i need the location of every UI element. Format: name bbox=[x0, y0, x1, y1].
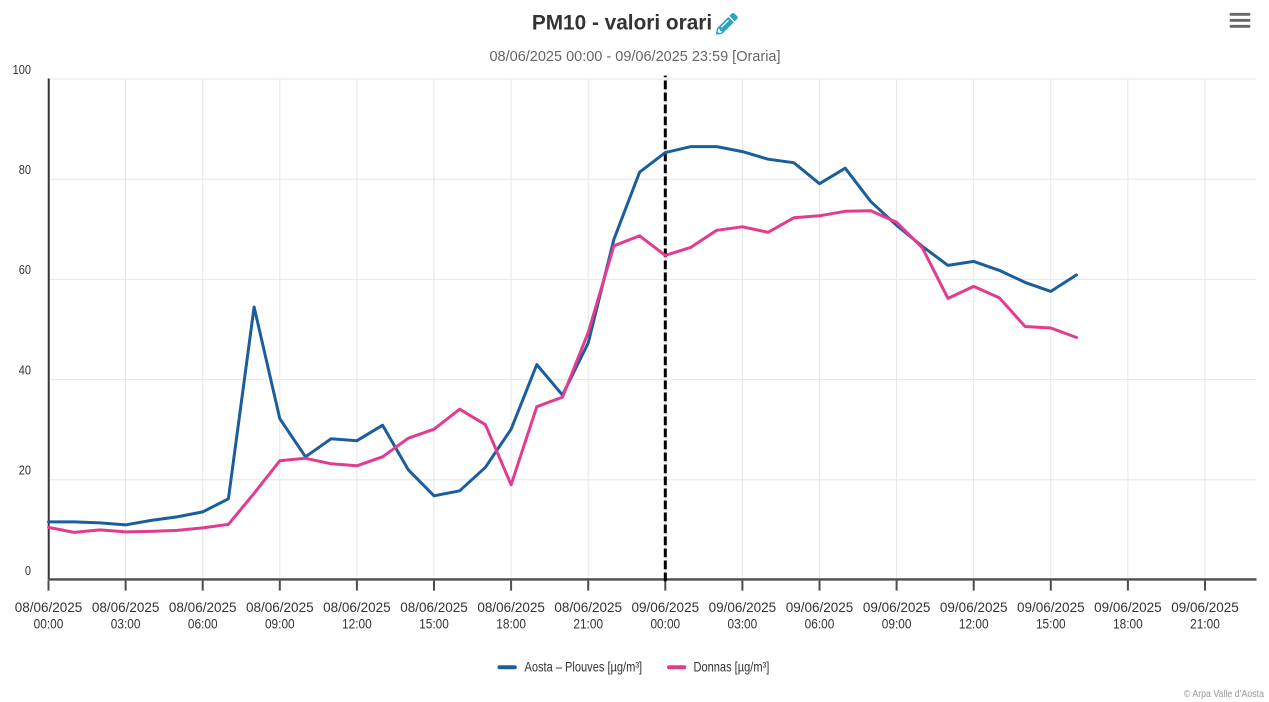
svg-text:00:00: 00:00 bbox=[650, 616, 680, 632]
svg-text:09/06/2025: 09/06/2025 bbox=[940, 600, 1008, 615]
svg-text:08/06/2025: 08/06/2025 bbox=[477, 600, 545, 615]
svg-text:09/06/2025: 09/06/2025 bbox=[863, 600, 931, 615]
svg-text:PM10 - valori orari: PM10 - valori orari bbox=[532, 12, 712, 35]
svg-text:08/06/2025: 08/06/2025 bbox=[554, 600, 622, 615]
svg-text:21:00: 21:00 bbox=[573, 616, 603, 632]
svg-text:40: 40 bbox=[19, 364, 32, 378]
svg-text:09/06/2025: 09/06/2025 bbox=[1017, 600, 1085, 615]
svg-text:Aosta – Plouves [µg/m³]: Aosta – Plouves [µg/m³] bbox=[525, 659, 643, 674]
svg-text:Donnas [µg/m³]: Donnas [µg/m³] bbox=[694, 659, 770, 674]
svg-text:03:00: 03:00 bbox=[111, 616, 141, 632]
svg-text:18:00: 18:00 bbox=[1113, 616, 1143, 632]
svg-text:60: 60 bbox=[19, 264, 32, 278]
svg-text:100: 100 bbox=[13, 63, 32, 77]
svg-text:21:00: 21:00 bbox=[1190, 616, 1220, 632]
svg-text:18:00: 18:00 bbox=[496, 616, 526, 632]
svg-text:80: 80 bbox=[19, 163, 32, 177]
svg-text:08/06/2025: 08/06/2025 bbox=[15, 600, 83, 615]
svg-text:09/06/2025: 09/06/2025 bbox=[1171, 600, 1239, 615]
svg-text:08/06/2025: 08/06/2025 bbox=[169, 600, 237, 615]
svg-text:09/06/2025: 09/06/2025 bbox=[786, 600, 854, 615]
svg-text:06:00: 06:00 bbox=[188, 616, 218, 632]
svg-text:08/06/2025: 08/06/2025 bbox=[323, 600, 391, 615]
svg-text:15:00: 15:00 bbox=[1036, 616, 1066, 632]
svg-text:08/06/2025 00:00 - 09/06/2025: 08/06/2025 00:00 - 09/06/2025 23:59 [Ora… bbox=[489, 49, 780, 65]
svg-text:09/06/2025: 09/06/2025 bbox=[1094, 600, 1162, 615]
svg-text:0: 0 bbox=[25, 564, 32, 578]
svg-text:09:00: 09:00 bbox=[882, 616, 912, 632]
svg-text:09:00: 09:00 bbox=[265, 616, 295, 632]
svg-text:09/06/2025: 09/06/2025 bbox=[632, 600, 700, 615]
svg-text:12:00: 12:00 bbox=[342, 616, 372, 632]
svg-text:00:00: 00:00 bbox=[34, 616, 64, 632]
svg-text:09/06/2025: 09/06/2025 bbox=[709, 600, 777, 615]
svg-text:08/06/2025: 08/06/2025 bbox=[246, 600, 314, 615]
svg-text:12:00: 12:00 bbox=[959, 616, 989, 632]
svg-text:03:00: 03:00 bbox=[728, 616, 758, 632]
svg-text:08/06/2025: 08/06/2025 bbox=[92, 600, 160, 615]
svg-text:20: 20 bbox=[19, 464, 32, 478]
svg-text:15:00: 15:00 bbox=[419, 616, 449, 632]
svg-text:08/06/2025: 08/06/2025 bbox=[400, 600, 468, 615]
svg-text:06:00: 06:00 bbox=[805, 616, 835, 632]
svg-text:© Arpa Valle d’Aosta: © Arpa Valle d’Aosta bbox=[1184, 687, 1265, 699]
